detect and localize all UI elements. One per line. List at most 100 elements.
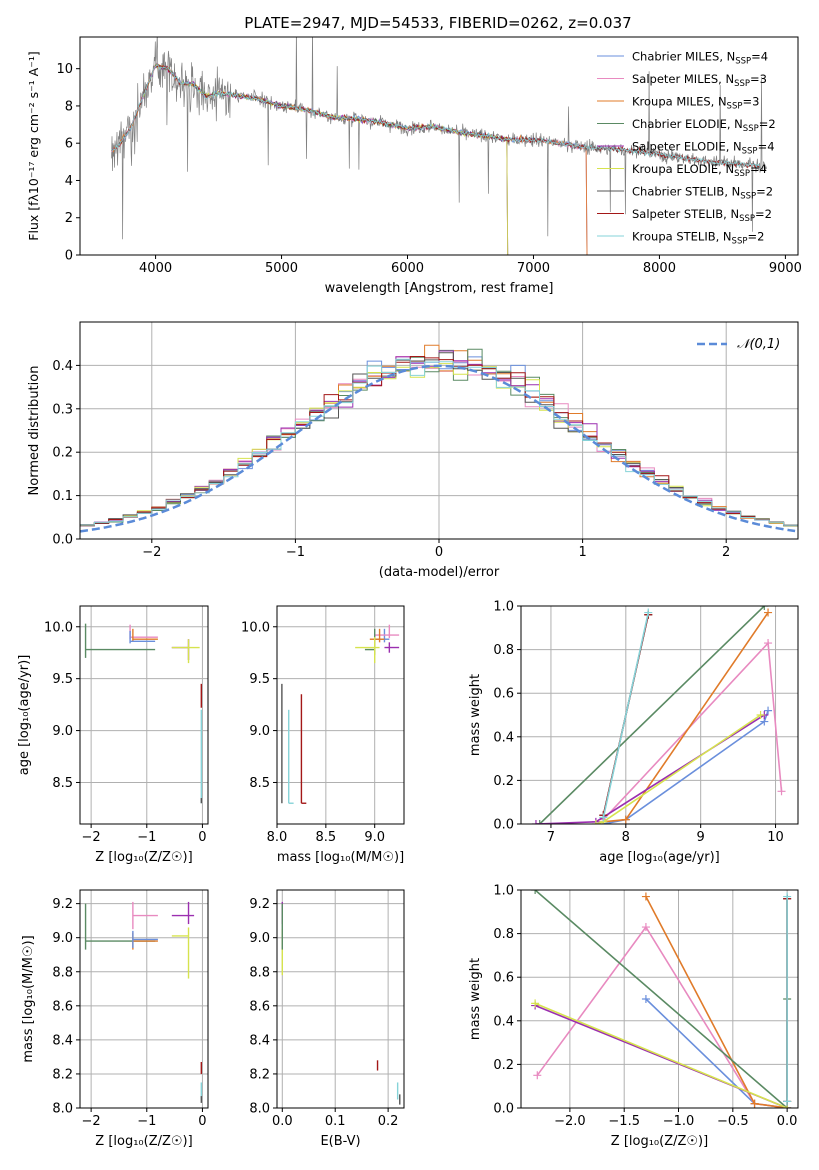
mass-weight-marker <box>641 892 650 901</box>
y-tick-label: 9.2 <box>249 897 270 912</box>
y-tick-label: 8.6 <box>52 999 73 1014</box>
y-tick-label: 6 <box>65 137 73 152</box>
y-tick-label: 8.2 <box>52 1067 73 1082</box>
y-axis-label: Flux [fλ10⁻¹⁷ erg cm⁻² s⁻¹ A⁻¹] <box>26 51 41 240</box>
y-tick-label: 0.0 <box>493 1102 514 1117</box>
mass_vs_Z-plot-area <box>84 901 203 1103</box>
spectrum-panel: 4000 5000 6000 7000 8000 9000 0 2 4 6 8 10 wavelengt… <box>26 36 802 296</box>
normal-reference-curve <box>80 364 796 533</box>
mass-weight-marker <box>777 787 786 796</box>
massweight_vs_Z-panel: −2.0 −1.5 −1.0 −0.5 0.0 0.0 0.2 0.4 0.6 0.8 1.0 Z [… <box>468 884 799 1149</box>
y-tick-label: 0.0 <box>52 533 73 548</box>
x-tick-label: 6000 <box>391 261 424 276</box>
x-tick-label: 0 <box>198 830 206 845</box>
age_vs_mass-plot-area <box>281 624 400 804</box>
model-spectrum-line <box>111 64 760 169</box>
x-tick-label: −2 <box>82 830 101 845</box>
mass-weight-marker <box>535 820 544 824</box>
y-tick-label: 8.0 <box>52 1102 73 1117</box>
age_vs_mass-panel: 8.0 8.5 9.0 8.5 9.0 9.5 10.0 mass [log₁₀(M/M☉)] <box>241 605 405 865</box>
mass-weight-marker <box>621 815 630 824</box>
mass-weight-marker <box>641 995 650 1003</box>
x-tick-label: 7000 <box>517 261 550 276</box>
x-tick-label: 0.1 <box>325 1114 346 1129</box>
legend-entry: Salpeter STELIB, NSSP=2 <box>632 207 772 224</box>
mass-weight-line <box>645 998 788 1108</box>
y-axis-label: Normed distribution <box>27 366 42 496</box>
axes-frame <box>79 889 209 1109</box>
mass-weight-marker <box>783 892 792 901</box>
y-tick-label: 8.8 <box>249 965 270 980</box>
y-tick-label: 0.2 <box>493 774 514 789</box>
y-axis-label: mass [log₁₀(M/M☉)] <box>21 935 36 1062</box>
x-axis-label: age [log₁₀(age/yr)] <box>599 850 720 865</box>
x-tick-label: −1 <box>286 545 305 560</box>
y-tick-label: 0 <box>65 249 73 264</box>
x-axis-label: E(B-V) <box>320 1134 360 1149</box>
y-tick-label: 0.1 <box>52 489 73 504</box>
x-axis-label: Z [log₁₀(Z/Z☉)] <box>95 1134 192 1149</box>
mass-weight-marker <box>764 639 773 648</box>
x-tick-label: 8 <box>622 830 630 845</box>
axes-frame <box>520 605 799 825</box>
x-tick-label: 9 <box>697 830 705 845</box>
x-tick-label: 9000 <box>769 261 802 276</box>
x-tick-label: 1 <box>578 545 586 560</box>
legend-entry: Kroupa STELIB, NSSP=2 <box>632 230 764 247</box>
massweight_vs_age-plot-area <box>531 606 786 824</box>
y-tick-label: 0.6 <box>493 687 514 702</box>
mass-weight-marker <box>764 706 773 715</box>
y-tick-label: 0.2 <box>493 1058 514 1073</box>
y-tick-label: 1.0 <box>493 600 514 615</box>
legend-entry: Chabrier STELIB, NSSP=2 <box>632 185 773 202</box>
x-tick-label: 7 <box>547 830 555 845</box>
axes-frame <box>276 889 405 1109</box>
mass_vs_Z-panel: −2 −1 0 8.0 8.2 8.4 8.6 8.8 9.0 9.2 Z [log₁₀(Z/Z☉)… <box>21 889 209 1149</box>
x-tick-label: −2.0 <box>554 1114 586 1129</box>
y-tick-label: 10.0 <box>44 620 73 635</box>
x-tick-label: −1.5 <box>608 1114 640 1129</box>
spectrum-plot-area <box>111 37 767 255</box>
legend-entry: Salpeter ELODIE, NSSP=4 <box>632 140 775 157</box>
y-tick-label: 10.0 <box>241 620 270 635</box>
mass_vs_ebv-plot-area <box>281 901 401 1105</box>
legend-entry: Kroupa ELODIE, NSSP=4 <box>632 162 767 179</box>
legend-entry: Kroupa MILES, NSSP=3 <box>632 95 759 112</box>
x-tick-label: 0.0 <box>777 1114 798 1129</box>
mass-weight-marker <box>764 608 773 617</box>
y-axis-label: mass weight <box>468 674 483 756</box>
y-tick-label: 0.2 <box>52 446 73 461</box>
legend-entry: Chabrier ELODIE, NSSP=2 <box>632 117 776 134</box>
y-tick-label: 0.4 <box>493 730 514 745</box>
y-tick-label: 0.4 <box>493 1014 514 1029</box>
mass-weight-marker <box>641 923 650 932</box>
y-axis-label: mass weight <box>468 958 483 1040</box>
mass-weight-line <box>603 710 769 824</box>
x-axis-label: (data-model)/error <box>379 565 500 580</box>
y-tick-label: 8.5 <box>52 776 73 791</box>
y-tick-label: 2 <box>65 211 73 226</box>
residuals-plot-area <box>80 344 798 533</box>
y-tick-label: 0.0 <box>493 818 514 833</box>
legend-entry: Salpeter MILES, NSSP=3 <box>632 72 767 89</box>
x-tick-label: −2 <box>142 545 161 560</box>
x-tick-label: −0.5 <box>717 1114 749 1129</box>
axes-frame <box>520 889 799 1109</box>
y-tick-label: 9.0 <box>52 724 73 739</box>
mass-weight-marker <box>750 1099 759 1108</box>
x-tick-label: −1 <box>137 1114 156 1129</box>
y-tick-label: 0.4 <box>52 359 73 374</box>
y-tick-label: 1.0 <box>493 884 514 899</box>
x-tick-label: 10 <box>767 830 784 845</box>
mass-weight-marker <box>533 1071 542 1080</box>
x-tick-label: 0.2 <box>378 1114 399 1129</box>
mass-weight-line <box>602 612 650 818</box>
legend-entry: Chabrier MILES, NSSP=4 <box>632 50 768 67</box>
mass-weight-marker <box>599 813 608 822</box>
x-axis-label: mass [log₁₀(M/M☉)] <box>277 850 404 865</box>
x-axis-label: Z [log₁₀(Z/Z☉)] <box>95 850 192 865</box>
x-tick-label: 9.0 <box>364 830 385 845</box>
massweight_vs_age-panel: 7 8 9 10 0.0 0.2 0.4 0.6 0.8 1.0 age [log₁₀(age/yr… <box>468 600 799 865</box>
y-tick-label: 10 <box>56 62 73 77</box>
